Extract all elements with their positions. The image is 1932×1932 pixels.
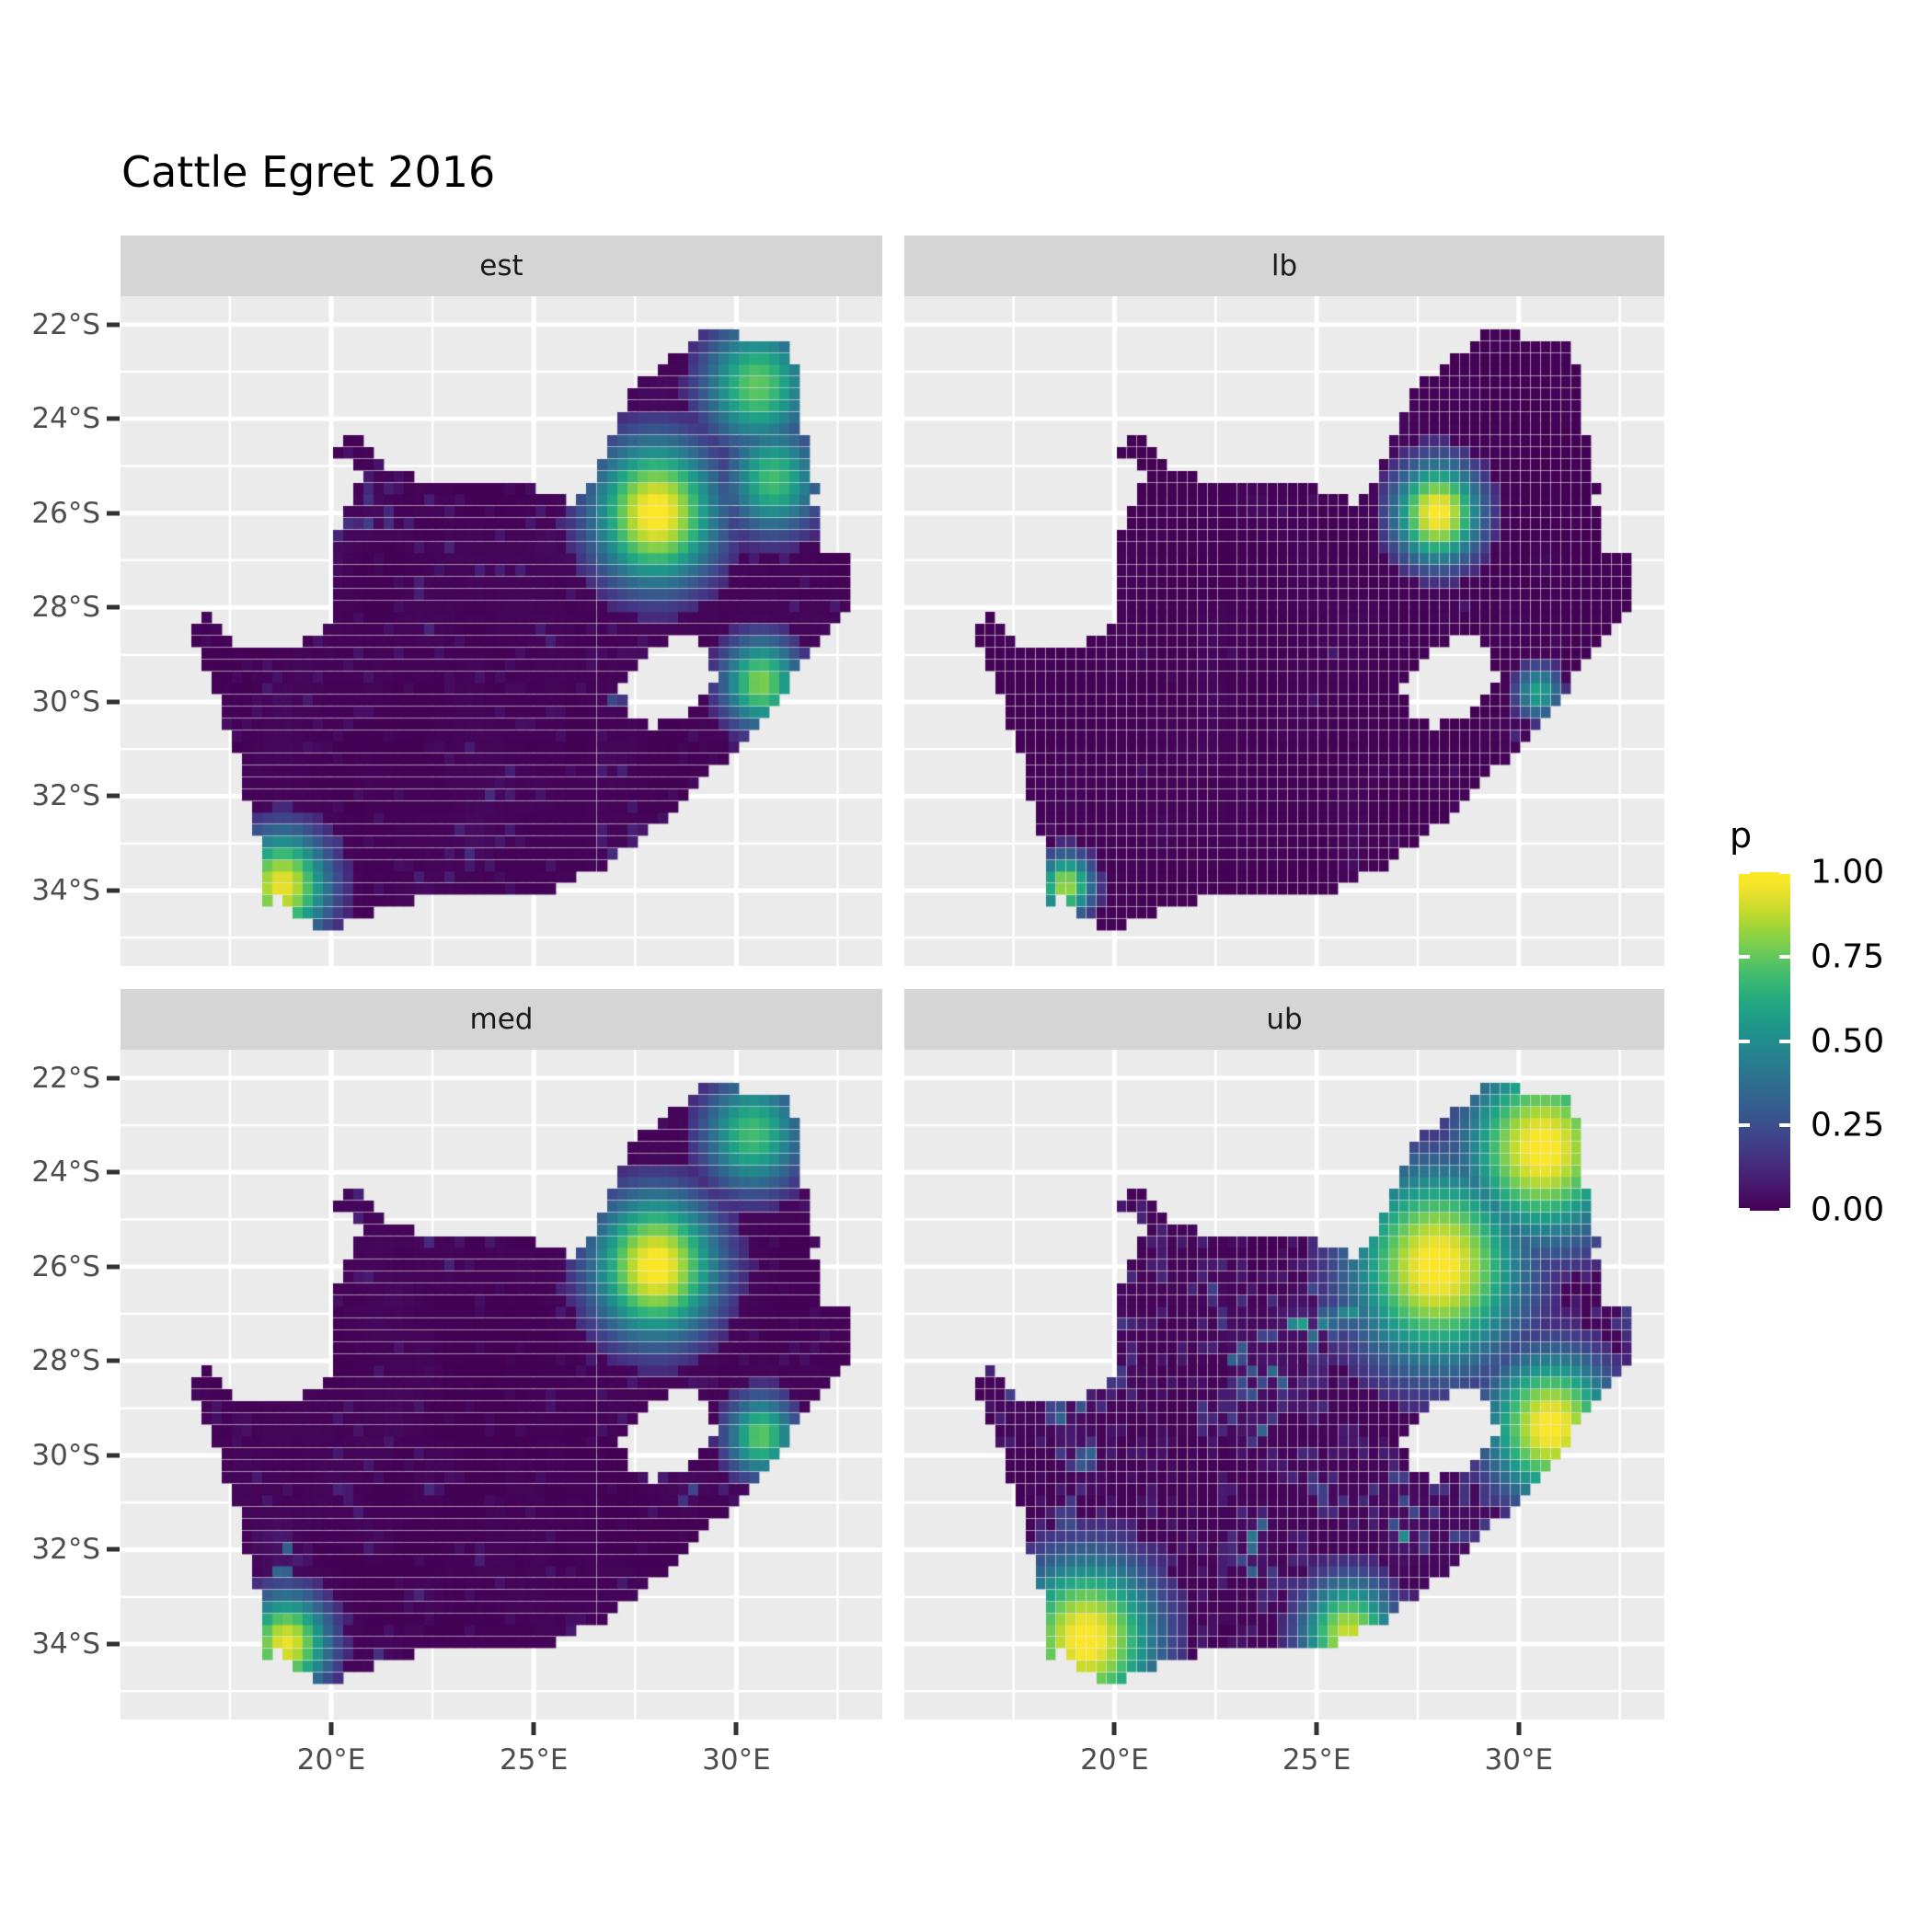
y-axis-tick-mark [107, 416, 120, 421]
y-axis-tick-label: 26°S [31, 496, 100, 530]
y-axis-tick-mark [107, 1075, 120, 1081]
y-axis-tick-mark [107, 699, 120, 705]
y-axis-tick-mark [107, 322, 120, 328]
x-axis-tick-mark [1111, 1722, 1117, 1735]
y-axis-tick-label: 24°S [31, 1156, 100, 1190]
x-axis-tick-mark [1516, 1722, 1522, 1735]
y-axis-tick-mark [107, 604, 120, 610]
y-axis-tick-label: 22°S [31, 1061, 100, 1095]
raster-map-lb [904, 296, 1664, 966]
x-axis-tick-label: 25°E [499, 1743, 569, 1777]
facet-strip-ub: ub [904, 989, 1664, 1050]
raster-map-ub [904, 1050, 1664, 1719]
colorbar-tick-label: 1.00 [1811, 853, 1885, 891]
x-axis-tick-label: 25°E [1282, 1743, 1351, 1777]
y-axis-tick-label: 32°S [31, 779, 100, 813]
x-axis-tick-label: 30°E [702, 1743, 771, 1777]
colorbar-tick-mark [1779, 870, 1790, 874]
y-axis-tick-mark [107, 1547, 120, 1552]
y-axis-tick-mark [107, 888, 120, 893]
legend-title: p [1730, 815, 1753, 856]
colorbar-tick-mark [1779, 1208, 1790, 1212]
y-axis-tick-label: 32°S [31, 1533, 100, 1567]
colorbar-tick-mark [1779, 954, 1790, 959]
raster-map-med [121, 1050, 882, 1719]
y-axis-tick-mark [107, 511, 120, 516]
y-axis-tick-label: 28°S [31, 1344, 100, 1378]
raster-map-est [121, 296, 882, 966]
colorbar-tick-mark [1779, 1039, 1790, 1043]
x-axis-tick-label: 20°E [1080, 1743, 1149, 1777]
facet-strip-label: est [479, 248, 523, 282]
facet-panel-est [121, 296, 882, 966]
facet-strip-label: lb [1271, 248, 1298, 282]
colorbar-tick-label: 0.25 [1811, 1106, 1885, 1144]
colorbar-tick-label: 0.00 [1811, 1190, 1885, 1229]
facet-strip-med: med [121, 989, 882, 1050]
facet-strip-label: med [469, 1002, 534, 1036]
facet-strip-est: est [121, 236, 882, 296]
colorbar-tick-mark [1739, 954, 1750, 959]
facet-panel-lb [904, 296, 1664, 966]
x-axis-tick-mark [733, 1722, 739, 1735]
x-axis-tick-mark [328, 1722, 334, 1735]
y-axis-tick-mark [107, 1453, 120, 1458]
x-axis-tick-label: 30°E [1484, 1743, 1554, 1777]
y-axis-tick-label: 30°S [31, 684, 100, 719]
y-axis-tick-mark [107, 793, 120, 799]
x-axis-tick-mark [1314, 1722, 1319, 1735]
colorbar-tick-mark [1739, 1123, 1750, 1128]
y-axis-tick-label: 24°S [31, 402, 100, 436]
colorbar-tick-label: 0.50 [1811, 1022, 1885, 1060]
y-axis-tick-label: 30°S [31, 1438, 100, 1472]
facet-strip-label: ub [1266, 1002, 1303, 1036]
colorbar-tick-label: 0.75 [1811, 937, 1885, 976]
y-axis-tick-label: 28°S [31, 591, 100, 625]
colorbar-tick-mark [1739, 1039, 1750, 1043]
facet-panel-ub [904, 1050, 1664, 1719]
page-title: Cattle Egret 2016 [121, 147, 496, 197]
y-axis-tick-mark [107, 1641, 120, 1647]
y-axis-tick-mark [107, 1264, 120, 1270]
y-axis-tick-label: 34°S [31, 1627, 100, 1661]
facet-panel-med [121, 1050, 882, 1719]
facet-strip-lb: lb [904, 236, 1664, 296]
x-axis-tick-label: 20°E [296, 1743, 366, 1777]
x-axis-tick-mark [531, 1722, 536, 1735]
colorbar-tick-mark [1779, 1123, 1790, 1128]
colorbar-tick-mark [1739, 1208, 1750, 1212]
y-axis-tick-label: 34°S [31, 873, 100, 907]
colorbar-tick-mark [1739, 870, 1750, 874]
y-axis-tick-mark [107, 1358, 120, 1363]
y-axis-tick-label: 22°S [31, 307, 100, 341]
y-axis-tick-mark [107, 1169, 120, 1175]
y-axis-tick-label: 26°S [31, 1249, 100, 1283]
